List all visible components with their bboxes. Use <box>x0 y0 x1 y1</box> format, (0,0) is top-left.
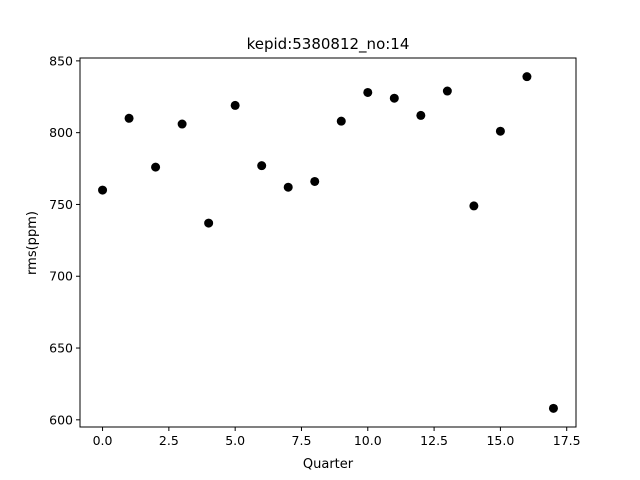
data-point <box>389 93 399 103</box>
chart-title: kepid:5380812_no:14 <box>247 35 410 54</box>
data-point <box>124 113 134 123</box>
plot-frame <box>79 57 577 428</box>
data-points <box>98 72 558 413</box>
data-point <box>283 182 293 192</box>
plot-area <box>80 58 576 427</box>
y-tick-label: 600 <box>49 412 73 427</box>
data-point <box>548 403 558 413</box>
data-point <box>204 218 214 228</box>
x-tick-label: 12.5 <box>420 433 448 448</box>
data-point <box>416 110 426 120</box>
x-axis-label: Quarter <box>303 457 354 472</box>
data-point <box>151 162 161 172</box>
y-tick-label: 800 <box>49 125 73 140</box>
data-point <box>310 176 320 186</box>
data-point <box>363 87 373 97</box>
data-point <box>469 201 479 211</box>
data-point <box>257 161 267 171</box>
data-point <box>442 86 452 96</box>
y-tick-label: 850 <box>49 53 73 68</box>
x-tick-label: 5.0 <box>225 433 245 448</box>
y-tick-label: 650 <box>49 341 73 356</box>
x-axis-ticks: 0.0 2.5 5.0 7.5 10.0 12.5 15.0 17.5 <box>93 427 581 448</box>
data-point <box>495 126 505 136</box>
data-point <box>177 119 187 129</box>
y-axis-ticks: 600 650 700 750 800 850 <box>49 53 80 427</box>
x-tick-label: 2.5 <box>159 433 179 448</box>
x-tick-label: 15.0 <box>486 433 514 448</box>
data-point <box>230 100 240 110</box>
y-tick-label: 700 <box>49 269 73 284</box>
y-tick-label: 750 <box>49 197 73 212</box>
data-point <box>336 116 346 126</box>
x-tick-label: 0.0 <box>93 433 113 448</box>
data-point <box>522 72 532 82</box>
x-tick-label: 7.5 <box>292 433 312 448</box>
data-point <box>98 185 108 195</box>
x-tick-label: 17.5 <box>553 433 581 448</box>
y-axis-label: rms(ppm) <box>25 211 40 275</box>
x-tick-label: 10.0 <box>354 433 382 448</box>
